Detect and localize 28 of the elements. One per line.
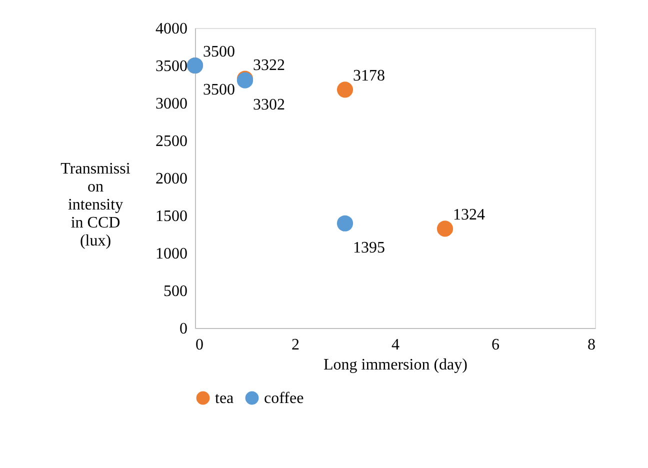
y-tick-label: 4000 (156, 20, 188, 38)
legend-label: tea (215, 390, 234, 407)
x-tick-label: 8 (588, 336, 596, 354)
y-tick-label: 3000 (156, 96, 188, 112)
y-tick-label: 2000 (156, 170, 188, 188)
y-tick-label: 0 (180, 320, 188, 338)
data-label: 3500 (203, 82, 235, 98)
y-tick-label: 500 (164, 283, 188, 300)
y-tick-label: 1500 (156, 208, 188, 225)
data-label: 3500 (203, 44, 235, 60)
data-label: 3302 (253, 96, 285, 114)
point (336, 215, 354, 232)
point (436, 220, 454, 237)
data-label: 3178 (353, 68, 385, 85)
y-tick-label: 3500 (156, 58, 188, 75)
y-axis-title: Transmission intensity in CCD (lux) (60, 160, 131, 250)
data-label: 1395 (353, 239, 385, 256)
legend-label: coffee (264, 390, 304, 407)
y-tick-label: 2500 (156, 133, 188, 150)
data-label: 3322 (253, 56, 285, 74)
x-axis-title: Long immersion (day) (324, 356, 468, 374)
x-tick-label: 4 (392, 336, 400, 354)
point (336, 82, 354, 98)
y-tick-label: 1000 (156, 246, 188, 262)
x-tick-label: 2 (292, 336, 300, 354)
x-tick-label: 6 (492, 336, 500, 354)
x-tick-label: 0 (196, 336, 204, 354)
data-label: 1324 (453, 206, 485, 224)
